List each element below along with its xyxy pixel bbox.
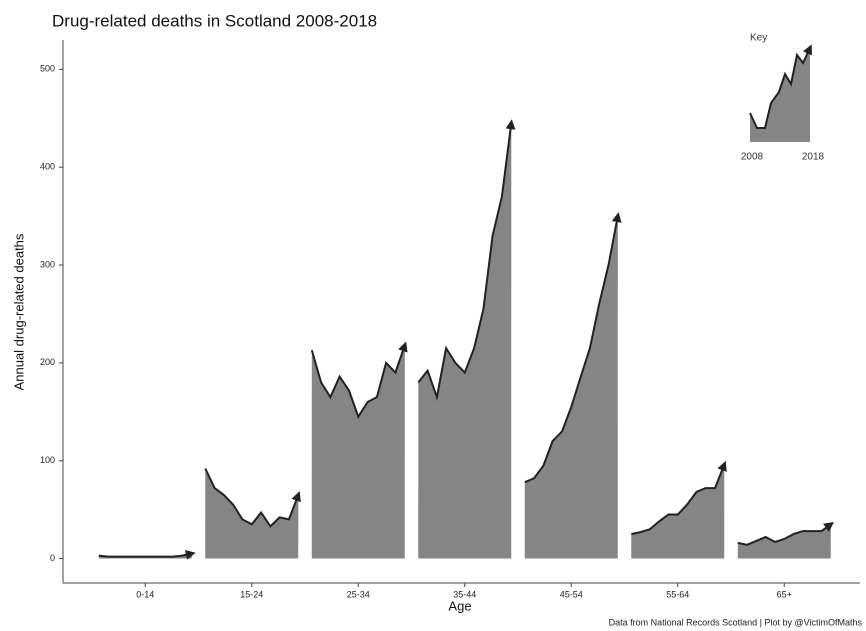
key-title: Key <box>750 33 767 44</box>
x-tick-label: 35-44 <box>453 589 476 599</box>
y-tick-label: 200 <box>40 357 55 367</box>
key-end: 2018 <box>802 152 825 163</box>
x-axis-title: Age <box>448 598 471 613</box>
area-line <box>204 468 301 528</box>
area-line <box>737 521 835 546</box>
key-area <box>750 48 810 142</box>
y-tick-label: 500 <box>40 64 55 74</box>
chart-title: Drug-related deaths in Scotland 2008-201… <box>52 11 377 30</box>
area <box>524 216 618 559</box>
y-tick-label: 0 <box>50 553 55 563</box>
source-note: Data from National Records Scotland | Pl… <box>609 617 863 627</box>
y-tick-label: 100 <box>40 455 55 465</box>
area <box>737 524 831 559</box>
key-start: 2008 <box>741 152 764 163</box>
x-tick-label: 25-34 <box>347 589 370 599</box>
x-tick-label: 65+ <box>777 589 792 599</box>
x-tick-label: 55-64 <box>666 589 689 599</box>
area-line <box>524 212 622 484</box>
area-line <box>310 341 408 419</box>
area <box>205 468 299 559</box>
area-line <box>98 549 196 560</box>
area <box>631 464 725 559</box>
area-line <box>417 119 516 401</box>
area <box>311 345 405 559</box>
key: Key 2008 2018 <box>741 33 825 163</box>
key-line <box>749 44 812 129</box>
area-line <box>631 460 727 536</box>
y-tick-label: 400 <box>40 162 55 172</box>
x-tick-label: 45-54 <box>560 589 583 599</box>
x-tick-label: 0-14 <box>136 589 154 599</box>
y-axis-title: Annual drug-related deaths <box>11 233 26 390</box>
area <box>418 123 512 559</box>
x-tick-label: 15-24 <box>240 589 263 599</box>
y-tick-label: 300 <box>40 259 55 269</box>
